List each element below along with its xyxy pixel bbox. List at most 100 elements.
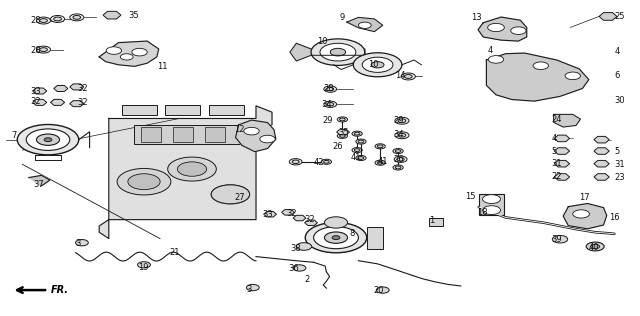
Circle shape (36, 46, 51, 53)
Text: 11: 11 (157, 62, 167, 71)
Circle shape (211, 185, 250, 204)
Text: 41: 41 (351, 154, 361, 162)
Circle shape (244, 127, 259, 135)
Polygon shape (554, 161, 570, 167)
Circle shape (260, 135, 275, 143)
Circle shape (398, 119, 406, 123)
Polygon shape (70, 100, 84, 107)
Text: FR.: FR. (51, 285, 69, 295)
Circle shape (168, 157, 216, 181)
Circle shape (219, 189, 242, 200)
Text: 29: 29 (393, 116, 403, 125)
Circle shape (40, 19, 47, 22)
Circle shape (396, 150, 401, 152)
Polygon shape (554, 135, 570, 142)
Text: 21: 21 (170, 248, 180, 257)
Text: 28: 28 (323, 84, 334, 93)
Circle shape (120, 54, 133, 60)
Circle shape (356, 155, 366, 161)
Circle shape (353, 53, 402, 77)
Polygon shape (594, 137, 609, 143)
Polygon shape (70, 84, 84, 90)
Circle shape (332, 236, 340, 240)
Circle shape (324, 161, 329, 163)
Text: 23: 23 (614, 173, 625, 182)
Polygon shape (236, 120, 276, 152)
Circle shape (320, 43, 356, 61)
Text: 32: 32 (31, 97, 42, 106)
Circle shape (311, 39, 365, 65)
Polygon shape (29, 175, 50, 186)
Text: 32: 32 (77, 98, 88, 107)
Bar (173, 127, 193, 142)
Text: 16: 16 (609, 213, 620, 222)
Bar (205, 127, 225, 142)
Text: 26: 26 (333, 143, 344, 151)
Text: 4: 4 (488, 46, 493, 55)
Circle shape (565, 72, 580, 80)
Bar (209, 105, 244, 115)
Text: 40: 40 (589, 243, 599, 252)
Text: 13: 13 (471, 13, 482, 22)
Text: 5: 5 (552, 147, 557, 155)
Text: 20: 20 (374, 286, 384, 295)
Polygon shape (282, 210, 294, 215)
Circle shape (375, 160, 385, 165)
Text: 10: 10 (317, 37, 327, 46)
Polygon shape (264, 211, 276, 217)
Circle shape (73, 15, 81, 19)
Polygon shape (293, 215, 306, 221)
Circle shape (397, 158, 404, 161)
Circle shape (401, 73, 415, 80)
Text: 3: 3 (246, 285, 252, 294)
Text: 35: 35 (338, 128, 349, 137)
Circle shape (54, 17, 61, 21)
Circle shape (324, 217, 348, 228)
Bar (165, 105, 200, 115)
Circle shape (358, 22, 371, 28)
Text: 34: 34 (393, 130, 404, 139)
Polygon shape (599, 13, 617, 20)
Bar (429, 218, 443, 226)
Text: 24: 24 (552, 115, 562, 124)
Text: 5: 5 (614, 147, 620, 155)
Text: 8: 8 (349, 229, 355, 238)
Text: 37: 37 (33, 180, 44, 189)
Text: 29: 29 (323, 116, 333, 125)
Circle shape (44, 138, 52, 142)
Polygon shape (554, 174, 570, 180)
Circle shape (76, 240, 88, 246)
Bar (479, 194, 504, 215)
Circle shape (211, 185, 250, 204)
Polygon shape (33, 99, 47, 106)
Circle shape (376, 287, 389, 293)
Circle shape (395, 117, 409, 124)
Text: 4: 4 (614, 47, 620, 56)
Text: 22: 22 (552, 173, 562, 181)
Circle shape (488, 23, 504, 32)
Circle shape (340, 118, 345, 121)
Circle shape (324, 86, 337, 92)
Text: 14: 14 (396, 71, 406, 80)
Text: 7: 7 (12, 131, 17, 140)
Text: 34: 34 (321, 100, 332, 109)
Text: 2: 2 (305, 275, 310, 284)
Text: 1: 1 (429, 216, 434, 225)
Circle shape (132, 48, 147, 56)
Polygon shape (486, 53, 589, 101)
Circle shape (375, 144, 385, 149)
Circle shape (358, 157, 364, 159)
Text: 12: 12 (234, 125, 244, 134)
Circle shape (117, 168, 171, 195)
Circle shape (393, 165, 403, 170)
Circle shape (40, 48, 47, 52)
Text: 6: 6 (614, 71, 620, 80)
Circle shape (36, 134, 60, 145)
Text: 3: 3 (75, 239, 80, 248)
Text: 19: 19 (138, 263, 148, 271)
Circle shape (378, 145, 383, 148)
Polygon shape (554, 114, 580, 127)
Polygon shape (51, 99, 65, 106)
Text: 4: 4 (552, 134, 557, 143)
Circle shape (533, 62, 548, 70)
